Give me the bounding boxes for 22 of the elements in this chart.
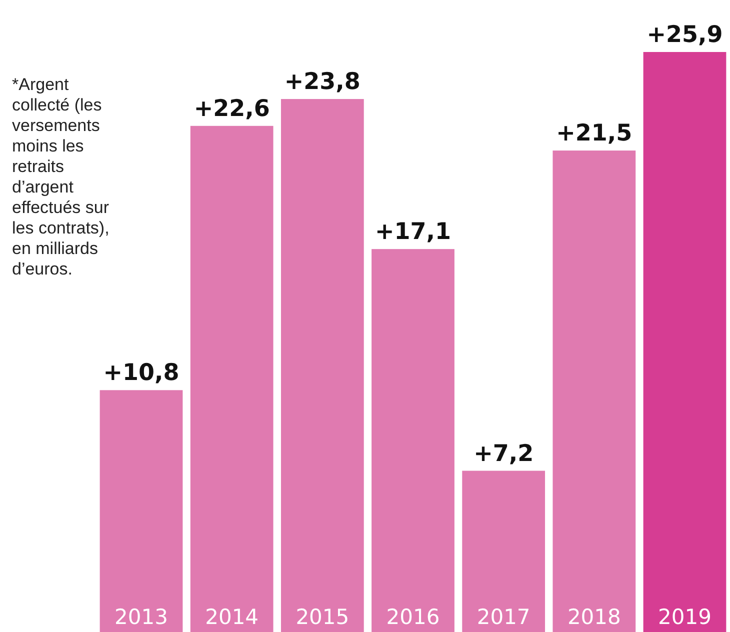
bar: [552, 150, 636, 632]
x-tick-label: 2019: [658, 605, 712, 629]
bar: [643, 52, 726, 632]
bar: [372, 249, 454, 632]
x-tick-label: 2014: [205, 605, 259, 629]
data-label: +17,1: [374, 219, 452, 246]
data-label: +25,9: [646, 22, 723, 48]
bar: [190, 126, 274, 632]
x-tick-label: 2016: [386, 605, 440, 629]
data-label: +10,8: [103, 360, 180, 386]
bar: [100, 390, 183, 632]
data-label: +7,2: [474, 440, 534, 467]
x-tick-label: 2013: [114, 605, 168, 629]
bar: [462, 470, 546, 632]
x-tick-label: 2015: [296, 605, 350, 629]
data-label: +23,8: [284, 69, 360, 96]
x-tick-label: 2018: [567, 605, 621, 629]
bar: [280, 99, 364, 632]
data-label: +21,5: [556, 120, 632, 147]
text: *Argent collecté (les versements moins les retraits d’argent effectués sur les contrats), en milliards d’euros.: [12, 75, 110, 278]
x-tick-label: 2017: [476, 605, 530, 629]
data-label: +22,6: [194, 96, 270, 122]
